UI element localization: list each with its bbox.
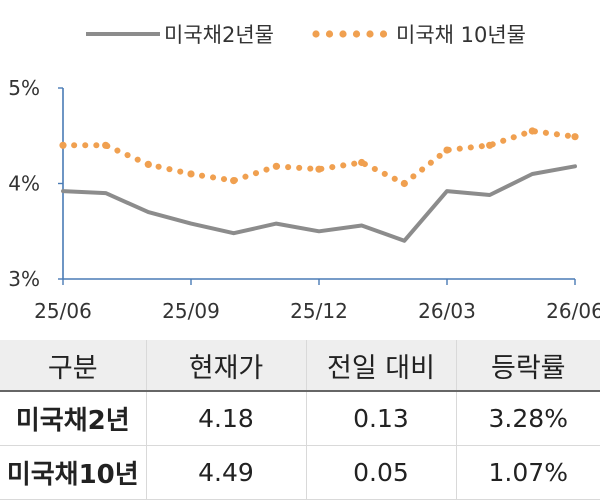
y-tick-label: 5% [8,76,40,100]
y-tick-label: 4% [8,172,40,196]
series-10y-point [272,162,280,170]
series-10y-point [102,141,110,149]
series-10y-point [187,170,195,178]
header-current-price: 현재가 [146,340,307,392]
series-10y-point [486,141,494,149]
legend-swatch-10y-dot [352,30,361,38]
row-name: 미국채2년 [0,391,147,446]
yield-chart: 미국채2년물 미국채 10년물 3% 4% 5% 25/06 25/09 25/12 26/03… [8,23,600,323]
series-10y-point [59,141,67,149]
series-10y-point [400,179,408,188]
legend-swatch-10y-dot [366,30,374,38]
row-name: 미국채10년 [0,445,147,500]
series-10y-point [230,177,238,185]
row-current-price: 4.49 [146,445,307,500]
legend-label-2y: 미국채2년물 [164,23,274,47]
legend-swatch-10y-dot [379,30,388,38]
legend-swatch-10y-dot [325,30,334,38]
series-10y-point [443,146,451,154]
x-tick-label: 26/06 [546,299,600,323]
series-10y-point [144,160,152,168]
x-tick-label: 25/09 [162,299,220,323]
table-row: 미국채2년 4.18 0.13 3.28% [0,391,600,446]
series-2y-line [61,164,577,243]
series-10y-point [528,127,536,135]
series-10y-line [60,127,578,188]
row-daily-change: 0.13 [306,391,457,446]
x-tick-label: 25/06 [34,299,92,323]
header-daily-change: 전일 대비 [306,340,457,392]
series-10y-point [315,165,323,173]
series-10y-point [358,158,366,167]
table-row: 미국채10년 4.49 0.05 1.07% [0,445,600,500]
table-header-row: 구분 현재가 전일 대비 등락률 [0,340,600,392]
header-change-rate: 등락률 [456,340,600,392]
y-tick-label: 3% [8,267,40,291]
legend-swatch-10y-dot [312,30,320,38]
row-daily-change: 0.05 [306,445,457,500]
header-category: 구분 [0,340,147,392]
x-tick-label: 25/12 [290,299,348,323]
legend-swatch-10y-dot [339,30,347,38]
yield-chart-svg: 미국채2년물 미국채 10년물 3% 4% 5% 25/06 25/09 25/12 26/03… [8,23,600,323]
summary-table: 구분 현재가 전일 대비 등락률 미국채2년 4.18 0.13 3.28% 미… [0,340,600,500]
row-current-price: 4.18 [146,391,307,446]
x-tick-label: 26/03 [418,299,476,323]
legend-label-10y: 미국채 10년물 [396,23,526,47]
row-change-rate: 3.28% [456,391,600,446]
series-10y-point [571,133,579,141]
row-change-rate: 1.07% [456,445,600,500]
